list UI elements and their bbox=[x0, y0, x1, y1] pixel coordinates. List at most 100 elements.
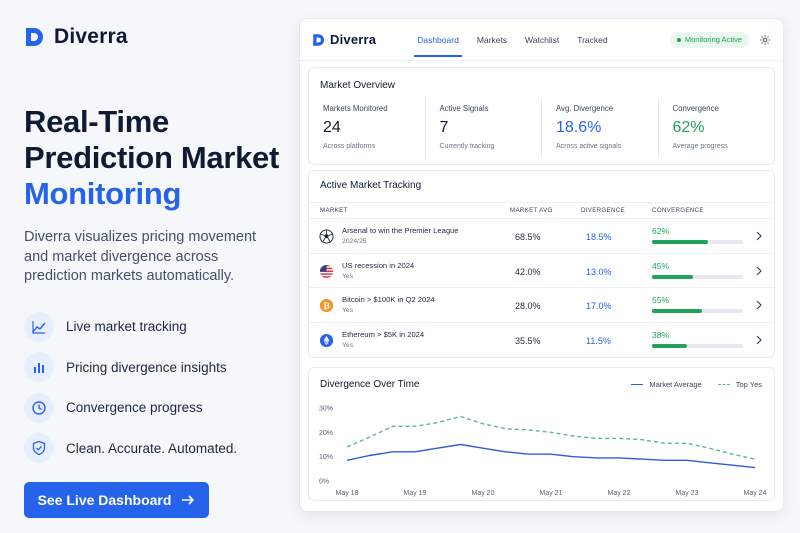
monitoring-status-badge: Monitoring Active bbox=[669, 31, 749, 48]
bar-chart-icon bbox=[24, 352, 54, 382]
table-row[interactable]: Ethereum > $5K in 2024 Yes 35.5% 11.5% 3… bbox=[309, 323, 774, 358]
x-tick-label: May 19 bbox=[404, 490, 427, 497]
legend-label: Market Average bbox=[649, 380, 702, 389]
diverra-logo-icon bbox=[313, 33, 325, 46]
market-avg: 42.0% bbox=[515, 266, 541, 277]
diverra-logo-icon bbox=[26, 28, 43, 46]
app-brand-name: Diverra bbox=[330, 32, 377, 47]
stat-value: 7 bbox=[439, 119, 449, 136]
active-market-tracking-panel: Active Market Tracking MARKET MARKET AVG… bbox=[308, 170, 775, 358]
market-title: Arsenal to win the Premier League bbox=[342, 226, 459, 235]
headline-line-1: Real-Time bbox=[24, 104, 169, 139]
legend-swatch-dashed bbox=[717, 384, 730, 385]
arrow-right-icon bbox=[182, 495, 195, 505]
market-divergence: 11.5% bbox=[586, 335, 611, 346]
tab-watchlist[interactable]: Watchlist bbox=[525, 34, 560, 45]
market-subtitle: 2024/25 bbox=[342, 238, 367, 245]
chart-title: Divergence Over Time bbox=[320, 379, 420, 390]
tab-dashboard[interactable]: Dashboard bbox=[408, 19, 468, 61]
market-divergence: 17.0% bbox=[586, 301, 612, 311]
feature-list: Live market tracking Pricing divergence … bbox=[24, 307, 295, 469]
clock-icon bbox=[24, 392, 54, 423]
market-subtitle: Yes bbox=[342, 341, 354, 349]
stat-markets-monitored: Markets Monitored 24 Across platforms bbox=[309, 98, 426, 158]
legend-item-top-yes: Top Yes bbox=[717, 380, 762, 389]
app-brand[interactable]: Diverra bbox=[312, 32, 376, 47]
shield-icon bbox=[24, 433, 54, 463]
convergence-progress-fill bbox=[652, 274, 693, 279]
column-header-divergence[interactable]: DIVERGENCE bbox=[581, 207, 625, 214]
convergence-progress-bar bbox=[652, 343, 743, 348]
ethereum-icon bbox=[319, 333, 334, 347]
market-title: Ethereum > $5K in 2024 bbox=[342, 329, 425, 339]
x-tick-label: May 18 bbox=[336, 490, 359, 497]
market-divergence: 18.5% bbox=[586, 232, 612, 242]
feature-label: Live market tracking bbox=[66, 319, 187, 334]
tab-markets[interactable]: Markets bbox=[476, 34, 508, 45]
legend-swatch-solid bbox=[631, 384, 644, 385]
tab-tracked[interactable]: Tracked bbox=[577, 34, 608, 45]
convergence-progress-bar bbox=[652, 309, 743, 313]
market-convergence: 38% bbox=[652, 329, 670, 340]
feature-item: Clean. Accurate. Automated. bbox=[24, 428, 295, 468]
convergence-progress-bar bbox=[652, 240, 743, 244]
tracking-title: Active Market Tracking bbox=[320, 180, 422, 191]
feature-label: Convergence progress bbox=[66, 400, 203, 415]
headline-line-2: Prediction Market bbox=[24, 140, 280, 175]
stat-value: 62% bbox=[672, 119, 705, 136]
soccer-ball-icon bbox=[319, 229, 334, 244]
series-line-market-average bbox=[346, 443, 756, 469]
stat-convergence: Convergence 62% Average progress bbox=[659, 98, 775, 158]
market-convergence: 62% bbox=[652, 226, 670, 236]
convergence-progress-fill bbox=[652, 343, 687, 348]
market-subtitle: Yes bbox=[342, 272, 354, 280]
market-divergence: 13.0% bbox=[586, 266, 612, 277]
hero-description: Diverra visualizes pricing movement and … bbox=[24, 229, 257, 284]
x-tick-label: May 24 bbox=[744, 490, 767, 497]
market-avg: 28.0% bbox=[515, 301, 541, 311]
dashboard-window: Diverra Dashboard Markets Watchlist Trac… bbox=[299, 18, 784, 512]
stat-active-signals: Active Signals 7 Currently tracking bbox=[426, 98, 542, 158]
stat-value: 24 bbox=[323, 119, 341, 136]
market-subtitle: Yes bbox=[342, 307, 354, 314]
app-tabs: Dashboard Markets Watchlist Tracked bbox=[408, 19, 616, 61]
x-tick-label: May 20 bbox=[472, 490, 495, 497]
convergence-progress-fill bbox=[652, 309, 703, 313]
column-header-market[interactable]: MARKET bbox=[320, 207, 348, 214]
x-tick-label: May 22 bbox=[608, 490, 631, 497]
stat-subtext: Currently tracking bbox=[439, 143, 495, 150]
chevron-right-icon[interactable] bbox=[755, 335, 763, 345]
market-avg: 35.5% bbox=[515, 335, 541, 346]
stat-label: Convergence bbox=[672, 104, 719, 113]
chevron-right-icon[interactable] bbox=[755, 300, 763, 310]
brand-name: Diverra bbox=[54, 25, 128, 48]
y-tick-label: 10% bbox=[319, 454, 333, 461]
chevron-right-icon[interactable] bbox=[755, 231, 763, 241]
hero-section: Diverra Real-Time Prediction Market Moni… bbox=[0, 0, 295, 533]
feature-label: Clean. Accurate. Automated. bbox=[66, 440, 238, 456]
cta-label: See Live Dashboard bbox=[37, 492, 172, 508]
feature-item: Live market tracking bbox=[24, 307, 295, 347]
column-header-convergence[interactable]: CONVERGENCE bbox=[652, 207, 704, 214]
x-tick-label: May 21 bbox=[540, 490, 563, 497]
y-tick-label: 0% bbox=[319, 479, 329, 486]
chevron-right-icon[interactable] bbox=[755, 266, 763, 276]
y-tick-label: 30% bbox=[319, 406, 333, 413]
feature-label: Pricing divergence insights bbox=[66, 359, 227, 375]
column-header-market-avg[interactable]: MARKET AVG bbox=[510, 207, 553, 214]
convergence-progress-fill bbox=[652, 240, 709, 244]
market-overview-panel: Market Overview Markets Monitored 24 Acr… bbox=[308, 67, 775, 165]
table-row[interactable]: ₿ Bitcoin > $100K in Q2 2024 Yes 28.0% 1… bbox=[309, 288, 774, 323]
table-row[interactable]: Arsenal to win the Premier League 2024/2… bbox=[309, 219, 774, 254]
gear-icon[interactable] bbox=[759, 34, 771, 46]
svg-text:₿: ₿ bbox=[323, 301, 330, 311]
table-row[interactable]: US recession in 2024 Yes 42.0% 13.0% 45% bbox=[309, 254, 774, 288]
brand-logo[interactable]: Diverra bbox=[24, 24, 295, 50]
table-header: MARKET MARKET AVG DIVERGENCE CONVERGENCE bbox=[309, 202, 774, 219]
see-live-dashboard-button[interactable]: See Live Dashboard bbox=[24, 482, 209, 518]
hero-headline: Real-Time Prediction Market Monitoring bbox=[24, 104, 295, 212]
market-convergence: 45% bbox=[652, 260, 670, 271]
convergence-progress-bar bbox=[652, 274, 743, 279]
x-tick-label: May 23 bbox=[676, 490, 699, 497]
feature-item: Pricing divergence insights bbox=[24, 347, 295, 387]
